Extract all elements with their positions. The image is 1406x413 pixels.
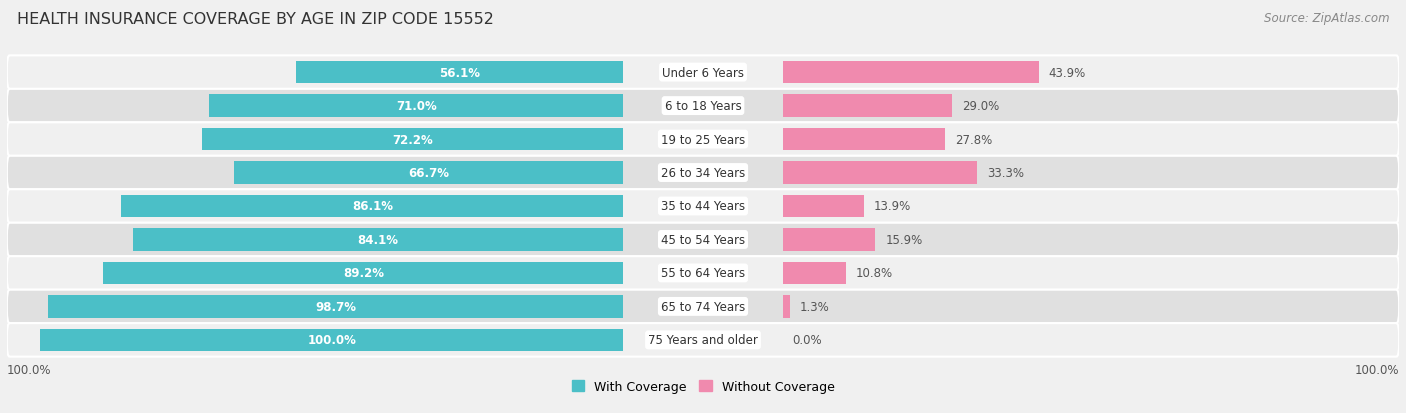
Text: 33.3%: 33.3%: [987, 166, 1024, 180]
Text: HEALTH INSURANCE COVERAGE BY AGE IN ZIP CODE 15552: HEALTH INSURANCE COVERAGE BY AGE IN ZIP …: [17, 12, 494, 27]
Bar: [134, 228, 623, 251]
Text: 100.0%: 100.0%: [7, 363, 52, 376]
Text: 100.0%: 100.0%: [1354, 363, 1399, 376]
Bar: [783, 62, 1039, 84]
Text: 75 Years and older: 75 Years and older: [648, 334, 758, 347]
Bar: [209, 95, 623, 118]
Text: 89.2%: 89.2%: [343, 267, 384, 280]
Text: 98.7%: 98.7%: [315, 300, 356, 313]
Bar: [103, 262, 623, 285]
Text: 45 to 54 Years: 45 to 54 Years: [661, 233, 745, 247]
Text: 86.1%: 86.1%: [352, 200, 392, 213]
FancyBboxPatch shape: [7, 190, 1399, 223]
Text: 13.9%: 13.9%: [873, 200, 911, 213]
FancyBboxPatch shape: [7, 90, 1399, 123]
Text: 84.1%: 84.1%: [357, 233, 399, 247]
FancyBboxPatch shape: [7, 256, 1399, 290]
FancyBboxPatch shape: [7, 290, 1399, 323]
FancyBboxPatch shape: [7, 157, 1399, 190]
Bar: [48, 295, 623, 318]
Text: 55 to 64 Years: 55 to 64 Years: [661, 267, 745, 280]
Text: 19 to 25 Years: 19 to 25 Years: [661, 133, 745, 146]
Text: 43.9%: 43.9%: [1049, 66, 1085, 79]
Text: 6 to 18 Years: 6 to 18 Years: [665, 100, 741, 113]
Text: 65 to 74 Years: 65 to 74 Years: [661, 300, 745, 313]
Bar: [202, 128, 623, 151]
Bar: [297, 62, 623, 84]
Bar: [783, 162, 977, 185]
Text: 0.0%: 0.0%: [793, 334, 823, 347]
Text: 15.9%: 15.9%: [886, 233, 922, 247]
Bar: [41, 329, 623, 351]
Bar: [783, 128, 945, 151]
Text: Under 6 Years: Under 6 Years: [662, 66, 744, 79]
Text: 56.1%: 56.1%: [439, 66, 481, 79]
Text: 71.0%: 71.0%: [396, 100, 437, 113]
FancyBboxPatch shape: [7, 223, 1399, 256]
Bar: [783, 262, 845, 285]
Text: 10.8%: 10.8%: [855, 267, 893, 280]
Legend: With Coverage, Without Coverage: With Coverage, Without Coverage: [567, 375, 839, 398]
Text: Source: ZipAtlas.com: Source: ZipAtlas.com: [1264, 12, 1389, 25]
Bar: [783, 228, 876, 251]
FancyBboxPatch shape: [7, 123, 1399, 157]
Text: 27.8%: 27.8%: [955, 133, 991, 146]
Bar: [783, 195, 863, 218]
Bar: [235, 162, 623, 185]
Text: 29.0%: 29.0%: [962, 100, 998, 113]
Bar: [783, 295, 790, 318]
FancyBboxPatch shape: [7, 56, 1399, 90]
Text: 26 to 34 Years: 26 to 34 Years: [661, 166, 745, 180]
Bar: [783, 95, 952, 118]
Text: 1.3%: 1.3%: [800, 300, 830, 313]
Text: 66.7%: 66.7%: [408, 166, 450, 180]
Text: 72.2%: 72.2%: [392, 133, 433, 146]
FancyBboxPatch shape: [7, 323, 1399, 357]
Text: 35 to 44 Years: 35 to 44 Years: [661, 200, 745, 213]
Text: 100.0%: 100.0%: [308, 334, 356, 347]
Bar: [121, 195, 623, 218]
